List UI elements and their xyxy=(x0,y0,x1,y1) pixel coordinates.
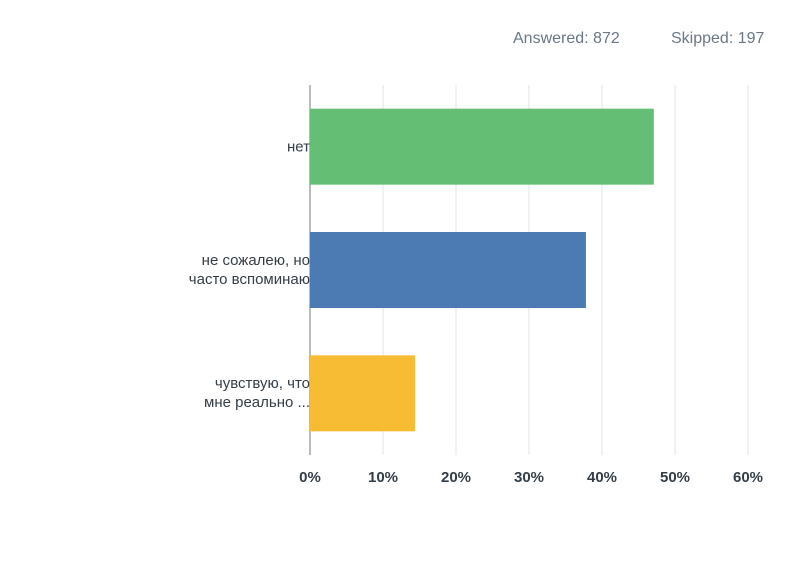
x-tick-label: 10% xyxy=(368,469,398,486)
bar xyxy=(310,108,654,185)
category-label: не сожалею, но часто вспоминаю xyxy=(188,252,310,288)
category-label: чувствую, что мне реально ... xyxy=(204,375,310,412)
x-tick-label: 20% xyxy=(441,469,471,486)
category-label: нет xyxy=(287,138,310,156)
x-tick-label: 60% xyxy=(733,469,763,486)
bar xyxy=(310,355,416,432)
x-tick-label: 30% xyxy=(514,469,544,486)
answered-count: Answered: 872 xyxy=(513,30,620,47)
x-tick-label: 50% xyxy=(660,469,690,486)
x-tick-label: 40% xyxy=(587,469,617,486)
skipped-count: Skipped: 197 xyxy=(671,30,765,47)
x-tick-label: 0% xyxy=(299,469,321,486)
bar xyxy=(310,232,586,308)
